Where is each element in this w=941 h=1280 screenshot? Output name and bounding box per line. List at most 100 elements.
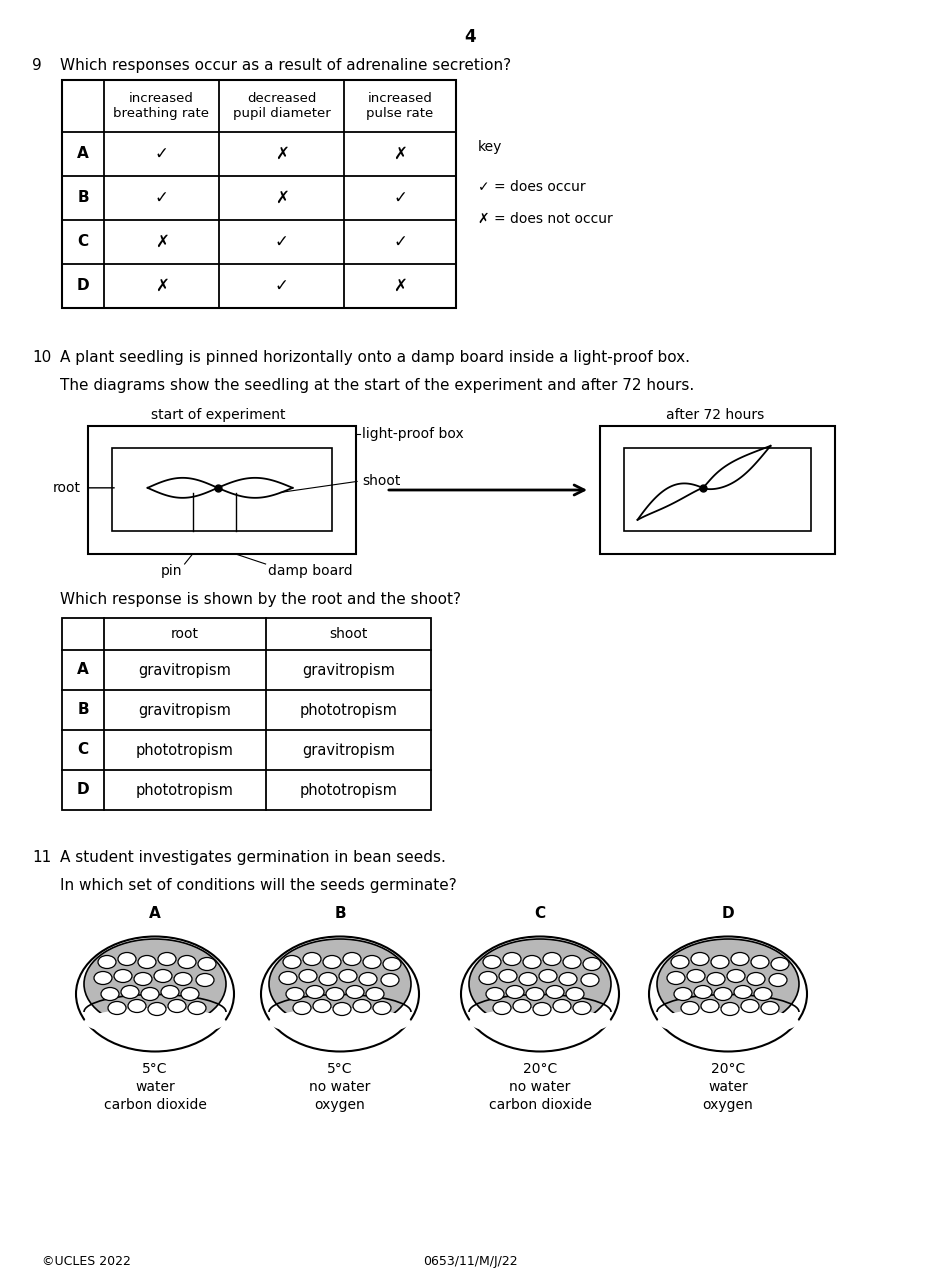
Text: damp board: damp board bbox=[267, 564, 352, 579]
Text: D: D bbox=[76, 279, 89, 293]
Ellipse shape bbox=[383, 957, 401, 970]
Ellipse shape bbox=[366, 987, 384, 1001]
Ellipse shape bbox=[323, 955, 341, 969]
Ellipse shape bbox=[178, 955, 196, 969]
Text: 10: 10 bbox=[32, 349, 51, 365]
Ellipse shape bbox=[148, 1002, 166, 1015]
Ellipse shape bbox=[687, 969, 705, 983]
Text: In which set of conditions will the seeds germinate?: In which set of conditions will the seed… bbox=[60, 878, 456, 893]
Ellipse shape bbox=[118, 952, 136, 965]
Text: light-proof box: light-proof box bbox=[362, 428, 464, 442]
Ellipse shape bbox=[649, 937, 807, 1051]
Text: Which response is shown by the root and the shoot?: Which response is shown by the root and … bbox=[60, 591, 461, 607]
Ellipse shape bbox=[751, 955, 769, 969]
Ellipse shape bbox=[134, 973, 152, 986]
Ellipse shape bbox=[771, 957, 789, 970]
Ellipse shape bbox=[373, 1001, 391, 1015]
Text: 9: 9 bbox=[32, 58, 41, 73]
Ellipse shape bbox=[84, 1009, 226, 1036]
Ellipse shape bbox=[461, 937, 619, 1051]
Bar bbox=[62, 79, 456, 308]
Ellipse shape bbox=[543, 952, 561, 965]
Bar bbox=[62, 618, 431, 810]
Text: no water: no water bbox=[310, 1080, 371, 1094]
Text: gravitropism: gravitropism bbox=[302, 742, 395, 758]
Text: shoot: shoot bbox=[362, 474, 400, 488]
Ellipse shape bbox=[101, 987, 119, 1001]
Ellipse shape bbox=[731, 952, 749, 965]
Ellipse shape bbox=[188, 1001, 206, 1015]
Ellipse shape bbox=[269, 1009, 411, 1036]
Text: 0653/11/M/J/22: 0653/11/M/J/22 bbox=[423, 1254, 518, 1268]
Bar bbox=[600, 426, 835, 554]
Ellipse shape bbox=[526, 987, 544, 1001]
Ellipse shape bbox=[128, 1000, 146, 1012]
Ellipse shape bbox=[279, 972, 297, 984]
Text: B: B bbox=[77, 191, 88, 206]
Text: B: B bbox=[77, 703, 88, 718]
Text: ✓: ✓ bbox=[275, 233, 289, 251]
Ellipse shape bbox=[161, 986, 179, 998]
Text: ✗: ✗ bbox=[393, 145, 407, 163]
Ellipse shape bbox=[141, 987, 159, 1001]
Text: shoot: shoot bbox=[329, 627, 368, 641]
Ellipse shape bbox=[506, 986, 524, 998]
Text: ©UCLES 2022: ©UCLES 2022 bbox=[42, 1254, 131, 1268]
Ellipse shape bbox=[353, 1000, 371, 1012]
Ellipse shape bbox=[499, 969, 517, 983]
Text: A student investigates germination in bean seeds.: A student investigates germination in be… bbox=[60, 850, 446, 865]
Ellipse shape bbox=[343, 952, 361, 965]
Ellipse shape bbox=[486, 987, 504, 1001]
Ellipse shape bbox=[158, 952, 176, 965]
Text: gravitropism: gravitropism bbox=[138, 703, 231, 718]
Ellipse shape bbox=[469, 940, 611, 1029]
Ellipse shape bbox=[181, 987, 199, 1001]
Text: increased
pulse rate: increased pulse rate bbox=[366, 92, 434, 120]
Ellipse shape bbox=[283, 955, 301, 969]
Text: gravitropism: gravitropism bbox=[138, 663, 231, 677]
Text: phototropism: phototropism bbox=[136, 742, 234, 758]
Text: The diagrams show the seedling at the start of the experiment and after 72 hours: The diagrams show the seedling at the st… bbox=[60, 378, 694, 393]
Text: 20°C: 20°C bbox=[710, 1062, 745, 1076]
Ellipse shape bbox=[469, 1009, 611, 1036]
Ellipse shape bbox=[138, 955, 156, 969]
Text: A: A bbox=[77, 146, 88, 161]
Ellipse shape bbox=[566, 987, 584, 1001]
Ellipse shape bbox=[667, 972, 685, 984]
Text: key: key bbox=[478, 140, 502, 154]
Ellipse shape bbox=[691, 952, 709, 965]
Ellipse shape bbox=[657, 940, 799, 1029]
Ellipse shape bbox=[681, 1001, 699, 1015]
Ellipse shape bbox=[559, 973, 577, 986]
Text: A: A bbox=[77, 663, 88, 677]
Ellipse shape bbox=[754, 987, 772, 1001]
Text: 5°C: 5°C bbox=[327, 1062, 353, 1076]
Text: oxygen: oxygen bbox=[314, 1098, 365, 1112]
Ellipse shape bbox=[381, 974, 399, 987]
Text: pin: pin bbox=[161, 564, 183, 579]
Text: ✓: ✓ bbox=[154, 189, 168, 207]
Text: no water: no water bbox=[509, 1080, 570, 1094]
Text: oxygen: oxygen bbox=[703, 1098, 754, 1112]
Text: ✗: ✗ bbox=[154, 276, 168, 294]
Ellipse shape bbox=[694, 986, 712, 998]
Ellipse shape bbox=[303, 952, 321, 965]
Ellipse shape bbox=[76, 937, 234, 1051]
Ellipse shape bbox=[563, 955, 581, 969]
Bar bbox=[624, 448, 811, 531]
Text: water: water bbox=[136, 1080, 175, 1094]
Ellipse shape bbox=[553, 1000, 571, 1012]
Ellipse shape bbox=[734, 986, 752, 998]
Ellipse shape bbox=[154, 969, 172, 983]
Ellipse shape bbox=[674, 987, 692, 1001]
Text: after 72 hours: after 72 hours bbox=[666, 408, 764, 422]
Text: 11: 11 bbox=[32, 850, 51, 865]
Ellipse shape bbox=[108, 1001, 126, 1015]
Ellipse shape bbox=[333, 1002, 351, 1015]
Ellipse shape bbox=[493, 1001, 511, 1015]
Ellipse shape bbox=[98, 955, 116, 969]
Ellipse shape bbox=[721, 1002, 739, 1015]
Text: increased
breathing rate: increased breathing rate bbox=[114, 92, 210, 120]
Text: ✗: ✗ bbox=[275, 189, 289, 207]
Ellipse shape bbox=[299, 969, 317, 983]
